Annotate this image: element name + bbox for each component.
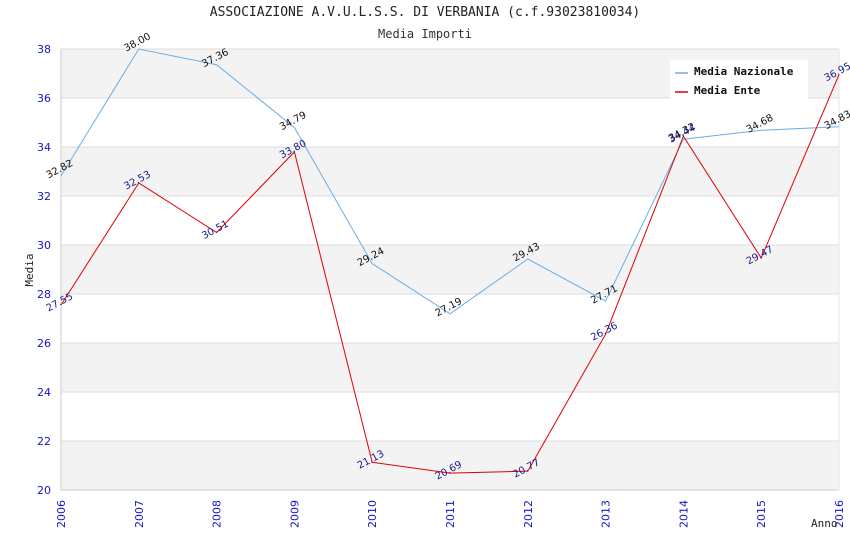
x-tick-label: 2011 [444, 500, 457, 528]
series-line [60, 48, 840, 315]
y-axis-ticks: 20 22 24 26 28 30 32 34 36 38 [37, 43, 51, 497]
y-tick-label: 32 [37, 190, 51, 203]
background-band [61, 441, 839, 490]
x-tick-label: 2010 [366, 500, 379, 528]
y-axis-label: Media [23, 253, 36, 286]
data-label: 30.51 [200, 219, 230, 242]
data-label: 27.19 [434, 296, 464, 319]
x-tick-label: 2012 [522, 500, 535, 528]
background-band [61, 245, 839, 294]
x-tick-label: 2014 [677, 500, 690, 528]
x-tick-label: 2006 [55, 500, 68, 528]
legend: Media Nazionale Media Ente [670, 60, 808, 100]
legend-label: Media Ente [694, 84, 761, 97]
legend-label: Media Nazionale [694, 65, 794, 78]
x-tick-label: 2015 [755, 500, 768, 528]
chart-subtitle: Media Importi [378, 27, 472, 41]
x-tick-label: 2016 [833, 500, 846, 528]
x-axis-label: Anno [811, 517, 838, 530]
background-band [61, 147, 839, 196]
data-label: 34.79 [278, 110, 308, 133]
data-label: 34.83 [823, 109, 850, 132]
y-tick-label: 36 [37, 92, 51, 105]
y-tick-label: 38 [37, 43, 51, 56]
x-tick-label: 2013 [600, 500, 613, 528]
x-tick-label: 2007 [133, 500, 146, 528]
x-tick-label: 2008 [211, 500, 224, 528]
series-line [60, 74, 840, 474]
data-label: 26.36 [589, 320, 619, 343]
y-tick-label: 28 [37, 288, 51, 301]
axes [60, 49, 840, 491]
y-tick-label: 26 [37, 337, 51, 350]
series-lines [60, 48, 840, 474]
y-tick-label: 24 [37, 386, 51, 399]
y-tick-label: 34 [37, 141, 51, 154]
x-tick-label: 2009 [288, 500, 301, 528]
x-axis-ticks: 2006 2007 2008 2009 2010 2011 2012 2013 2014 2015… [55, 500, 846, 528]
y-tick-label: 30 [37, 239, 51, 252]
chart-title: ASSOCIAZIONE A.V.U.L.S.S. DI VERBANIA (c… [209, 5, 641, 20]
y-tick-label: 20 [37, 484, 51, 497]
y-tick-label: 22 [37, 435, 51, 448]
legend-box [670, 60, 808, 100]
background-bands [61, 49, 839, 490]
background-band [61, 343, 839, 392]
data-label: 34.68 [745, 113, 775, 136]
